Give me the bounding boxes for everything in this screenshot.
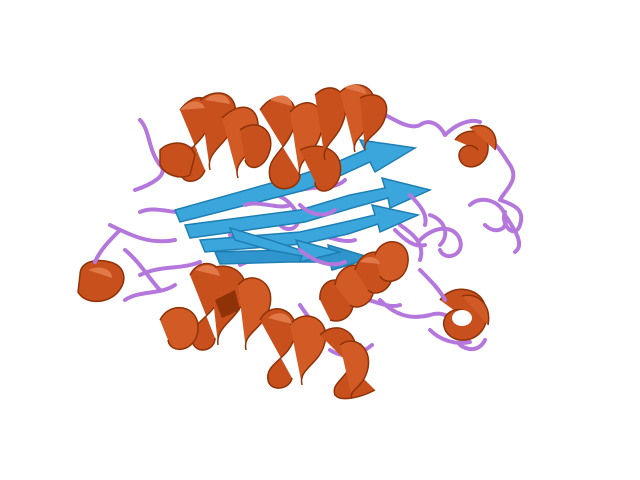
beta-strand-5 [228, 226, 343, 264]
helices [77, 84, 497, 400]
helix-left-loop [77, 259, 125, 303]
helix-top-right [314, 84, 388, 161]
helix-bottom-left [159, 263, 272, 351]
helix-center-right [319, 241, 409, 322]
coil-loops-front [93, 193, 447, 302]
helix-top-mid [239, 95, 342, 192]
helix-bottom-right-ring [439, 288, 490, 341]
helix-right-small [454, 124, 497, 168]
beta-strand-2 [183, 176, 433, 239]
helix-bottom-mid [259, 308, 376, 400]
